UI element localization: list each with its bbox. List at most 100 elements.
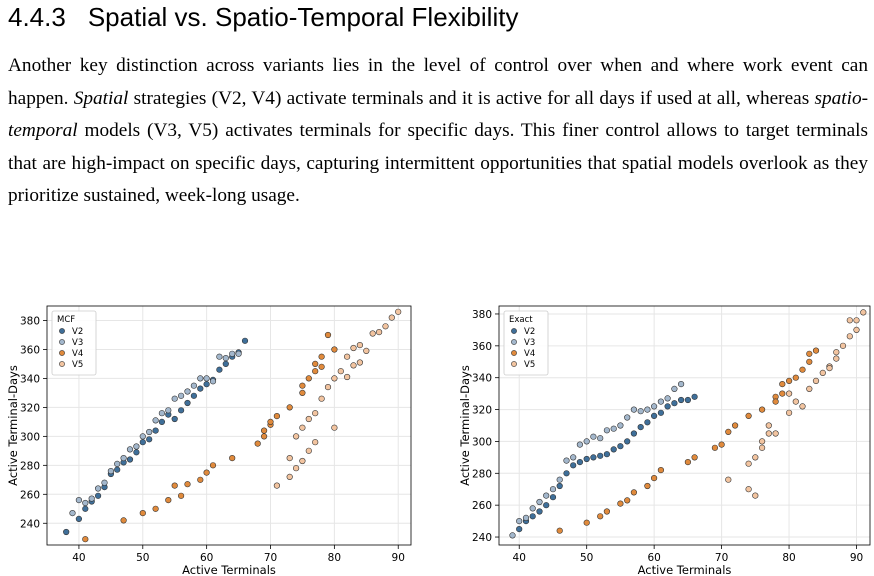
x-tick-label: 70 xyxy=(264,552,277,564)
plot-frame xyxy=(46,305,412,546)
data-point-v3 xyxy=(630,406,637,413)
data-point-v2 xyxy=(241,337,249,344)
data-point-v4 xyxy=(331,346,338,353)
x-tick-label: 50 xyxy=(580,552,593,564)
data-point-v5 xyxy=(846,317,853,324)
y-tick-label: 320 xyxy=(472,405,492,417)
y-tick-label: 280 xyxy=(20,460,40,472)
legend-marker-v2 xyxy=(511,328,517,334)
data-point-v5 xyxy=(765,422,772,429)
paragraph-text-2: strategies (V2, V4) activate terminals a… xyxy=(128,87,815,109)
data-point-v2 xyxy=(178,407,185,414)
data-point-v2 xyxy=(630,430,637,437)
section-heading: 4.4.3 Spatial vs. Spatio-Temporal Flexibi… xyxy=(8,2,518,33)
data-point-v2 xyxy=(624,438,631,445)
data-point-v2 xyxy=(597,452,604,459)
data-point-v5 xyxy=(286,473,293,480)
data-point-v5 xyxy=(860,309,867,316)
data-point-v4 xyxy=(799,366,806,373)
data-point-v2 xyxy=(222,360,229,368)
data-point-v3 xyxy=(126,446,134,453)
data-point-v2 xyxy=(603,451,610,458)
data-point-v5 xyxy=(293,433,300,440)
data-point-v3 xyxy=(75,497,82,504)
data-point-v4 xyxy=(603,508,610,515)
data-point-v2 xyxy=(570,462,577,469)
data-point-v4 xyxy=(806,358,813,365)
x-tick-label: 60 xyxy=(647,552,660,564)
data-point-v5 xyxy=(312,439,319,446)
x-tick-label: 90 xyxy=(392,552,405,564)
data-point-v5 xyxy=(833,349,840,356)
data-point-v3 xyxy=(597,435,604,442)
body-paragraph: Another key distinction across variants … xyxy=(8,50,868,213)
data-point-v4 xyxy=(152,505,159,512)
data-point-v4 xyxy=(318,363,325,370)
legend-marker-v3 xyxy=(511,339,517,345)
data-point-v4 xyxy=(657,467,664,474)
y-tick-label: 260 xyxy=(20,489,40,501)
data-point-v2 xyxy=(610,446,617,453)
data-point-v4 xyxy=(772,398,779,405)
data-point-v5 xyxy=(772,430,779,437)
data-point-v5 xyxy=(312,410,319,417)
x-axis-label: Active Terminals xyxy=(638,563,732,576)
scatter-chart-mcf: 40 50 60 70 80 90 240 260 280 300 320 340 360 380 Acti… xyxy=(6,305,412,576)
data-point-v3 xyxy=(165,407,172,414)
data-point-v5 xyxy=(331,375,338,382)
data-point-v2 xyxy=(637,423,644,431)
x-axis-label: Active Terminals xyxy=(182,563,276,576)
data-point-v4 xyxy=(718,441,725,448)
data-point-v2 xyxy=(590,454,597,461)
data-point-v5 xyxy=(786,390,793,397)
data-point-v3 xyxy=(178,392,185,399)
data-point-v3 xyxy=(203,375,210,382)
data-point-v5 xyxy=(331,424,338,431)
data-point-v4 xyxy=(165,497,172,504)
data-point-v3 xyxy=(637,408,644,415)
data-point-v3 xyxy=(171,395,178,402)
data-point-v4 xyxy=(261,427,268,434)
plot-frame xyxy=(498,305,871,546)
data-point-v4 xyxy=(139,510,146,517)
data-point-v5 xyxy=(286,455,293,462)
data-point-v2 xyxy=(691,393,698,400)
data-point-v3 xyxy=(651,403,658,410)
data-point-v4 xyxy=(82,536,89,543)
data-point-v2 xyxy=(75,515,82,522)
data-point-v5 xyxy=(846,333,853,340)
data-point-v4 xyxy=(184,481,191,488)
data-point-v4 xyxy=(254,440,261,447)
data-point-v3 xyxy=(133,443,140,450)
y-tick-label: 240 xyxy=(472,532,492,544)
data-point-v4 xyxy=(786,377,793,384)
x-tick-label: 80 xyxy=(782,552,795,564)
data-point-v4 xyxy=(273,412,281,420)
data-point-v5 xyxy=(293,465,300,472)
legend-marker-v3 xyxy=(59,339,65,345)
data-point-v4 xyxy=(197,476,204,483)
data-point-v3 xyxy=(82,499,89,507)
data-point-v5 xyxy=(752,454,759,461)
data-point-v2 xyxy=(644,419,651,426)
data-point-v5 xyxy=(363,347,370,355)
data-point-v2 xyxy=(126,456,134,463)
data-point-v5 xyxy=(388,314,395,321)
data-point-v3 xyxy=(101,479,108,486)
legend-title: Exact xyxy=(509,315,533,325)
data-point-v4 xyxy=(630,489,637,496)
data-point-v3 xyxy=(590,433,597,440)
data-point-v3 xyxy=(94,485,102,492)
term-spatio-temporal: spatio-temporal xyxy=(8,87,869,142)
data-point-v5 xyxy=(745,460,752,467)
legend-label: V4 xyxy=(524,349,535,359)
data-point-v4 xyxy=(732,422,739,429)
y-tick-label: 340 xyxy=(20,373,40,385)
data-point-v4 xyxy=(644,482,651,490)
data-point-v4 xyxy=(178,492,185,499)
data-point-v2 xyxy=(197,385,204,392)
data-point-v4 xyxy=(312,360,319,368)
data-point-v3 xyxy=(536,498,543,506)
data-point-v3 xyxy=(624,414,631,421)
data-point-v3 xyxy=(657,398,664,405)
